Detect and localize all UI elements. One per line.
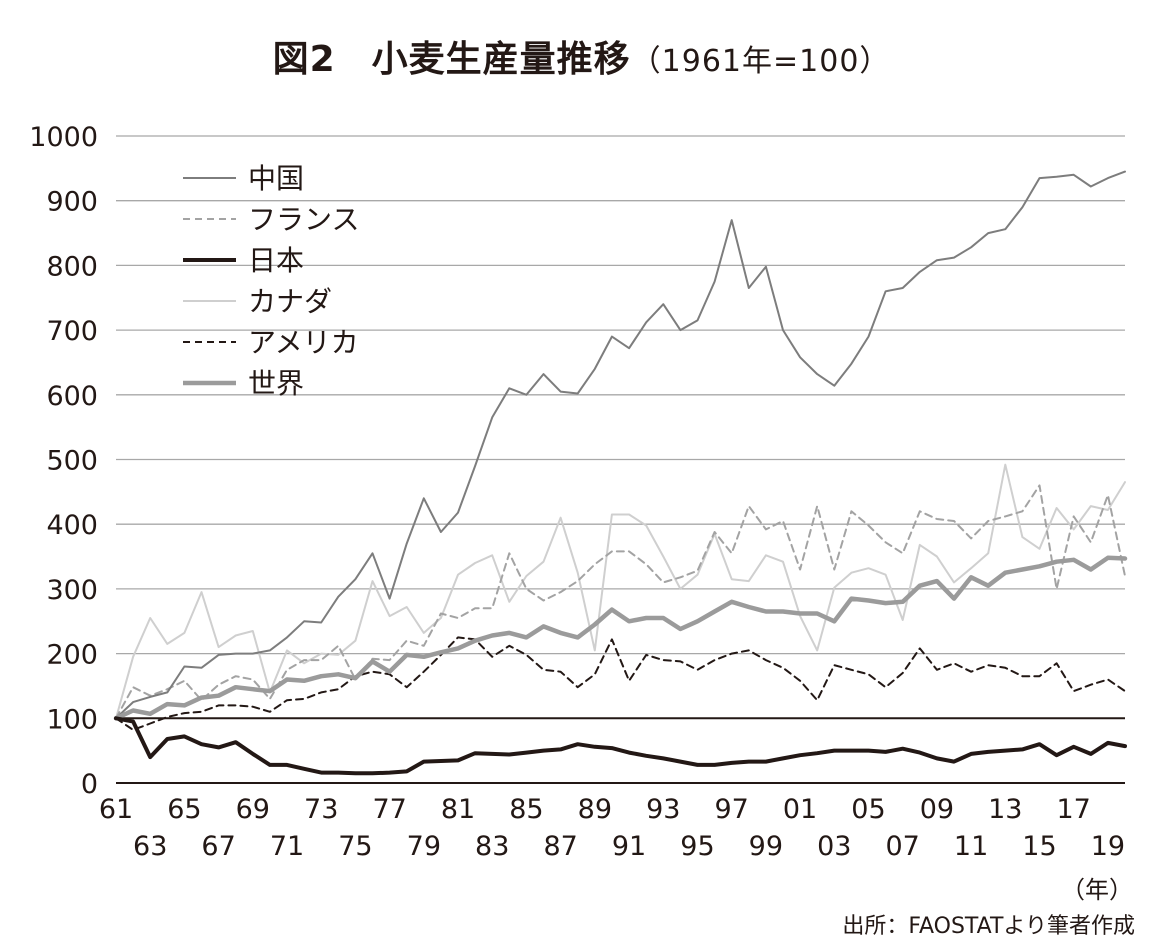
chart-subtitle: （1961年=100） <box>630 44 891 79</box>
x-tick-label: 87 <box>543 831 577 862</box>
gridlines <box>116 135 1125 784</box>
x-tick-label: 65 <box>167 794 201 825</box>
x-tick-label: 61 <box>99 794 133 825</box>
x-tick-label: 01 <box>783 794 817 825</box>
x-tick-label: 73 <box>304 794 338 825</box>
x-tick-label: 07 <box>885 831 919 862</box>
x-tick-label: 15 <box>1022 831 1056 862</box>
x-tick-label: 17 <box>1057 794 1091 825</box>
x-axis-unit-label: （年） <box>1061 876 1133 904</box>
series-line-1 <box>115 170 1126 720</box>
x-tick-label: 67 <box>201 831 235 862</box>
y-tick-label: 600 <box>46 381 98 412</box>
x-tick-label: 75 <box>338 831 372 862</box>
x-tick-label: 81 <box>441 794 475 825</box>
x-tick-label: 95 <box>680 831 714 862</box>
y-tick-label: 800 <box>46 251 98 282</box>
legend-label: フランス <box>248 203 359 236</box>
y-axis-ticks: 0 100 200 300 400 500 600 700 800 900 1000 <box>29 122 98 800</box>
x-tick-label: 03 <box>817 831 851 862</box>
x-tick-label: 71 <box>270 831 304 862</box>
x-tick-label: 13 <box>988 794 1022 825</box>
x-tick-label: 79 <box>407 831 441 862</box>
legend-label: カナダ <box>248 285 332 318</box>
y-tick-label: 100 <box>46 704 98 735</box>
y-tick-label: 900 <box>46 187 98 218</box>
y-tick-label: 200 <box>46 640 98 671</box>
figure-number: 図2 <box>272 39 336 80</box>
x-tick-label: 83 <box>475 831 509 862</box>
series-lines <box>113 170 1128 776</box>
x-tick-label: 89 <box>578 794 612 825</box>
x-tick-label: 69 <box>236 794 270 825</box>
series-line-2 <box>115 484 1126 720</box>
y-tick-label: 300 <box>46 575 98 606</box>
chart-title: 図2 小麦生産量推移（1961年=100） <box>0 30 1163 82</box>
legend-label: 世界 <box>248 367 304 400</box>
y-tick-label: 500 <box>46 446 98 477</box>
x-tick-label: 99 <box>749 831 783 862</box>
legend-label: 中国 <box>248 162 304 195</box>
chart-main-title: 小麦生産量推移 <box>371 39 631 80</box>
x-tick-label: 97 <box>714 794 748 825</box>
x-tick-label: 11 <box>954 831 988 862</box>
x-tick-label: 63 <box>133 831 167 862</box>
series-line-3 <box>114 716 1127 776</box>
x-tick-label: 93 <box>646 794 680 825</box>
x-tick-label: 09 <box>920 794 954 825</box>
series-line-4 <box>115 463 1126 720</box>
y-tick-label: 0 <box>81 769 98 800</box>
legend-label: 日本 <box>248 244 304 277</box>
y-tick-label: 700 <box>46 316 98 347</box>
y-tick-label: 400 <box>46 510 98 541</box>
x-axis-ticks: 61 65 69 73 77 81 85 89 93 97 01 05 09 13 17 63 67 71 75 79… <box>99 794 1125 862</box>
series-line-6 <box>113 555 1128 721</box>
legend-label: アメリカ <box>248 326 359 359</box>
y-tick-label: 1000 <box>29 122 98 153</box>
source-note: 出所：FAOSTATより筆者作成 <box>842 914 1135 939</box>
x-tick-label: 91 <box>612 831 646 862</box>
x-tick-label: 05 <box>851 794 885 825</box>
x-tick-label: 85 <box>509 794 543 825</box>
x-tick-label: 19 <box>1091 831 1125 862</box>
series-line-5 <box>115 636 1126 731</box>
x-tick-label: 77 <box>372 794 406 825</box>
